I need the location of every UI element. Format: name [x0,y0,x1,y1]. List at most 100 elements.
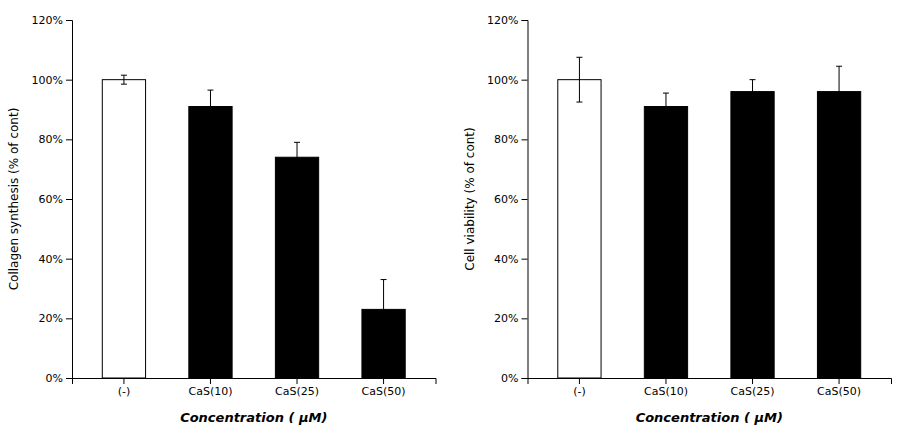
y-tick: 100% [32,74,72,87]
error-bar-cap [663,93,669,94]
plot-area [558,57,861,378]
x-tick: CaS(25) [731,378,775,398]
bar [731,92,774,378]
y-tick: 40% [39,253,72,266]
y-tick: 0% [46,372,72,385]
panel: (-) CaS(10) CaS(25) CaS(50) 0% 20% 40% 60% 80% 10… [463,14,892,425]
x-tick-mark [839,378,840,384]
error-bar [381,280,387,340]
error-bar-stem [839,66,840,117]
y-tick-mark [66,378,72,379]
y-tick-mark [522,318,528,319]
y-tick-label: 120% [487,14,518,27]
panel: (-)CaS(10)CaS(25)CaS(50)0%20%40%60%80%10… [7,14,436,425]
y-axis-title: Cell viability (% of cont) [463,127,477,270]
error-bar [121,75,127,84]
x-axis-title: Concentration ( μM) [636,410,783,425]
y-tick: 40% [494,253,527,266]
y-tick-label: 100% [32,74,63,87]
chart-svg: (-) CaS(10) CaS(25) CaS(50) 0% 20% 40% 60% 80% 10… [0,0,911,436]
x-tick: CaS(10) [188,378,232,398]
error-bar-cap [294,172,300,173]
x-tick-label: (-) [573,385,586,398]
y-tick: 80% [39,133,72,146]
x-tick-mark [752,378,753,384]
y-tick-label: 20% [39,312,63,325]
error-bar-cap [207,122,213,123]
y-tick-label: 60% [39,193,63,206]
plot-area [102,75,405,378]
y-tick-label: 100% [487,74,518,87]
y-axis: 0% 20% 40% 60% 80% 100% 120% [487,14,528,385]
x-tick-mark [123,378,124,384]
error-bar-stem [665,93,666,120]
error-bar-cap [381,339,387,340]
error-bar-cap [836,116,842,117]
error-bar-cap [576,102,582,103]
x-axis-line [73,379,437,385]
x-axis-title: Concentration ( μM) [180,410,327,425]
y-tick-label: 80% [494,133,518,146]
y-tick-mark [66,318,72,319]
error-bar [663,93,669,120]
x-tick: (-) [118,378,131,398]
error-bar-cap [836,66,842,67]
y-tick-label: 20% [494,312,518,325]
error-bar-cap [121,84,127,85]
y-tick-mark [66,80,72,81]
error-bar-cap [750,103,756,104]
y-tick: 60% [39,193,72,206]
error-bar-stem [297,142,298,172]
x-tick-mark [383,378,384,384]
error-bar [750,80,756,104]
error-bar [836,66,842,117]
y-axis-line [522,21,529,379]
x-axis: (-) CaS(10) CaS(25) CaS(50) [528,378,892,398]
y-axis-line [66,21,73,379]
x-tick-label: CaS(10) [644,385,688,398]
y-tick-mark [66,199,72,200]
error-bar-cap [576,57,582,58]
error-bar [294,142,300,172]
y-axis-title: Collagen synthesis (% of cont) [7,108,21,291]
x-tick-mark [210,378,211,384]
error-bar-stem [383,280,384,340]
y-tick: 120% [487,14,527,27]
y-tick-label: 60% [494,193,518,206]
x-axis-line [528,379,892,385]
y-tick-label: 0% [501,372,518,385]
bar [644,107,687,378]
y-tick-mark [522,20,528,21]
y-axis: 0% 20% 40% 60% 80% 100% 120% [32,14,73,385]
y-tick-label: 120% [32,14,63,27]
x-tick: CaS(50) [362,378,406,398]
error-bar-cap [294,142,300,143]
error-bar-cap [207,90,213,91]
y-tick: 20% [494,312,527,325]
y-tick-mark [522,199,528,200]
error-bar-stem [752,80,753,104]
y-tick: 120% [32,14,72,27]
x-tick-mark [579,378,580,384]
x-tick: CaS(50) [817,378,861,398]
y-tick-mark [66,20,72,21]
error-bar-stem [210,90,211,123]
bar [189,107,232,378]
y-tick-mark [66,139,72,140]
x-tick-label: CaS(50) [817,385,861,398]
x-tick-mark [297,378,298,384]
error-bar [576,57,582,102]
bar [275,157,318,378]
bar [102,80,145,378]
x-tick-label: CaS(50) [362,385,406,398]
error-bar-cap [121,75,127,76]
x-tick: CaS(10) [644,378,688,398]
error-bar-cap [750,79,756,80]
x-tick-label: (-) [118,385,131,398]
error-bar-stem [123,75,124,84]
x-tick-label: CaS(25) [731,385,775,398]
y-tick-label: 80% [39,133,63,146]
y-tick-mark [522,139,528,140]
y-tick: 20% [39,312,72,325]
y-tick: 80% [494,133,527,146]
